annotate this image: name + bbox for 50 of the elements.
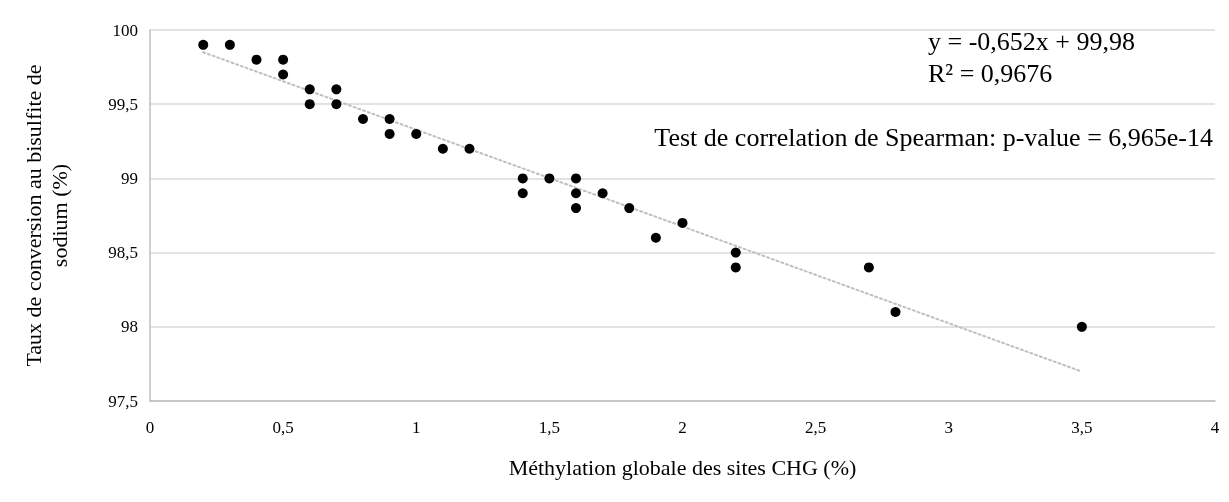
annotation: R² = 0,9676 bbox=[928, 58, 1053, 88]
y-tick-label: 97,5 bbox=[108, 391, 138, 411]
point bbox=[224, 39, 235, 50]
point bbox=[677, 217, 688, 228]
point bbox=[571, 203, 581, 214]
point bbox=[517, 173, 528, 184]
x-tick-label: 2,5 bbox=[805, 418, 827, 437]
point bbox=[517, 188, 528, 199]
y-axis-title: Taux de conversion au bisulfite de sodium (%) bbox=[20, 64, 72, 367]
point bbox=[411, 128, 422, 139]
x-axis-title: Méthylation globale des sites CHG (%) bbox=[508, 454, 857, 480]
y-tick-label: 99 bbox=[121, 168, 138, 188]
point bbox=[1076, 321, 1087, 332]
y-tick-label: 98 bbox=[121, 317, 138, 337]
point bbox=[863, 262, 874, 273]
point bbox=[597, 188, 608, 199]
x-tick-label: 3 bbox=[944, 418, 953, 437]
y-tick-label: 99,5 bbox=[108, 94, 138, 114]
point bbox=[571, 188, 581, 199]
point bbox=[384, 128, 395, 139]
point bbox=[304, 99, 315, 110]
point bbox=[624, 203, 635, 214]
point bbox=[278, 54, 289, 65]
point bbox=[251, 54, 262, 65]
point bbox=[278, 69, 289, 80]
annotation: Test de correlation de Spearman: p-value = 6,965e-14 bbox=[654, 122, 1214, 152]
point bbox=[730, 247, 741, 258]
y-tick-label: 98,5 bbox=[108, 243, 138, 263]
point bbox=[730, 262, 741, 273]
x-tick-label: 0,5 bbox=[272, 418, 294, 437]
x-tick-label: 0 bbox=[145, 418, 155, 437]
x-tick-label: 1,5 bbox=[538, 418, 560, 437]
x-tick-label: 4 bbox=[1210, 418, 1220, 437]
y-tick-label: 100 bbox=[112, 20, 138, 40]
point bbox=[571, 173, 581, 184]
point bbox=[384, 114, 395, 125]
point bbox=[464, 143, 475, 154]
x-tick-label: 3,5 bbox=[1071, 418, 1093, 437]
point bbox=[331, 99, 342, 110]
point bbox=[437, 143, 448, 154]
x-tick-label: 1 bbox=[412, 418, 421, 437]
point bbox=[890, 306, 901, 317]
point bbox=[331, 84, 342, 95]
point bbox=[650, 232, 661, 243]
point bbox=[304, 84, 315, 95]
point bbox=[544, 173, 555, 184]
x-tick-label: 2 bbox=[678, 418, 687, 437]
point bbox=[358, 114, 368, 125]
annotation: y = -0,652x + 99,98 bbox=[928, 26, 1135, 56]
point bbox=[198, 39, 209, 50]
